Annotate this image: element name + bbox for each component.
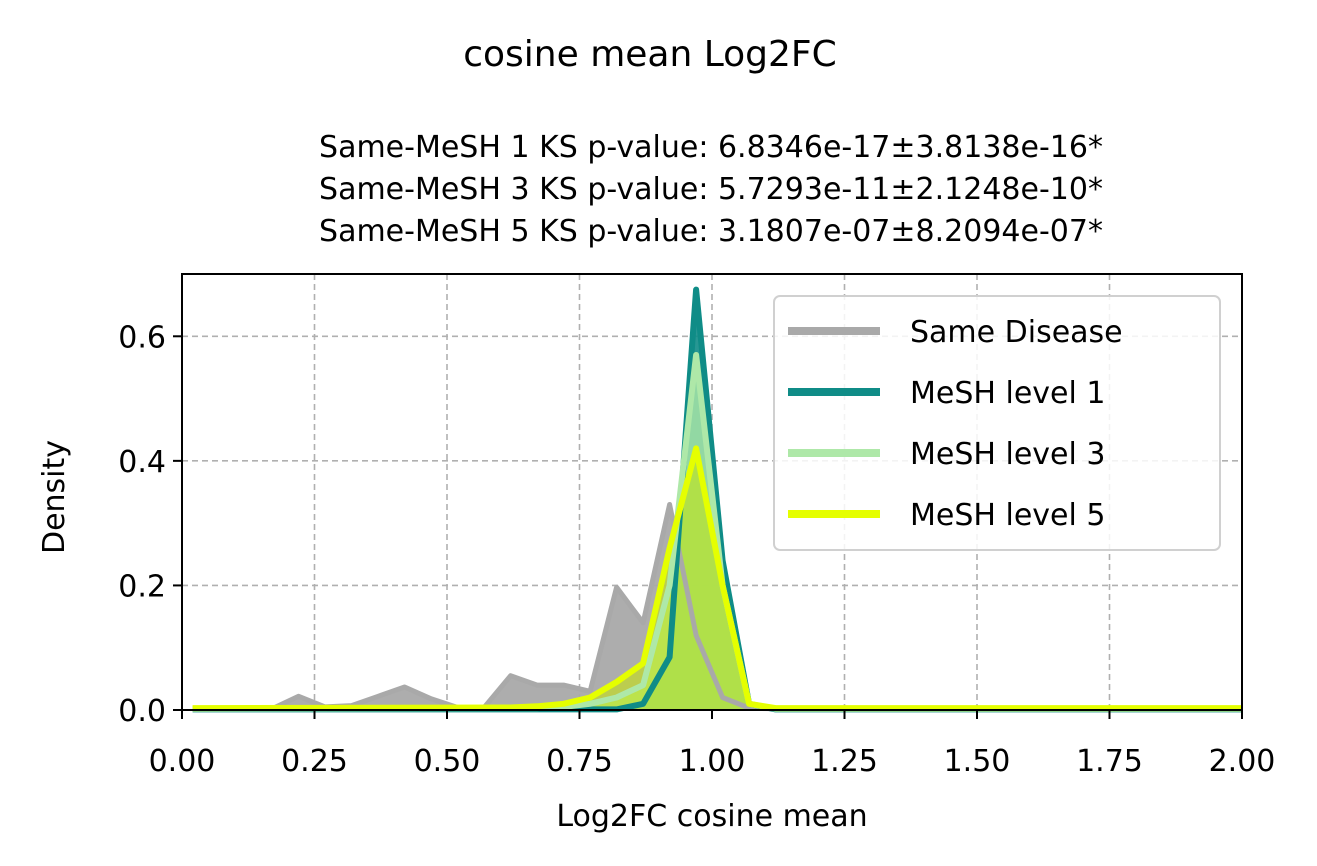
legend-label-mesh-level-1: MeSH level 1 (910, 376, 1105, 411)
subtitle-line-1: Same-MeSH 1 KS p-value: 6.8346e-17±3.813… (319, 130, 1103, 165)
x-tick-label: 1.00 (679, 744, 746, 779)
series-lines (192, 286, 1242, 713)
x-tick-label: 0.75 (546, 744, 613, 779)
y-tick-label: 0.4 (118, 445, 166, 480)
legend-label-mesh-level-5: MeSH level 5 (910, 498, 1105, 533)
x-tick-label: 1.75 (1076, 744, 1143, 779)
series-line-mesh-level-5 (192, 445, 1242, 712)
x-tick-label: 0.25 (281, 744, 348, 779)
x-tick-label: 0.50 (414, 744, 481, 779)
x-axis-ticks: 0.00 0.25 0.50 0.75 1.00 1.25 1.50 1.75 2.00 (149, 710, 1276, 779)
x-tick-label: 0.00 (149, 744, 216, 779)
x-tick-label: 2.00 (1209, 744, 1276, 779)
legend-label-same-disease: Same Disease (910, 315, 1123, 350)
y-tick-label: 0.2 (118, 569, 166, 604)
series-fills (192, 289, 1243, 710)
legend: Same Disease MeSH level 1 MeSH level 3 M… (773, 295, 1221, 551)
y-axis-label: Density (37, 440, 72, 554)
series-area-mesh-level-5 (192, 448, 1243, 710)
subtitle-line-3: Same-MeSH 5 KS p-value: 3.1807e-07±8.209… (319, 214, 1103, 249)
figure-title: cosine mean Log2FC (463, 34, 837, 75)
legend-box (773, 295, 1221, 551)
x-axis-label: Log2FC cosine mean (556, 799, 867, 834)
x-tick-label: 1.50 (944, 744, 1011, 779)
legend-label-mesh-level-3: MeSH level 3 (910, 437, 1105, 472)
y-tick-label: 0.6 (118, 320, 166, 355)
subtitle-line-2: Same-MeSH 3 KS p-value: 5.7293e-11±2.124… (319, 172, 1103, 207)
y-axis-ticks: 0.0 0.2 0.4 0.6 (118, 320, 182, 729)
x-tick-label: 1.25 (811, 744, 878, 779)
y-tick-label: 0.0 (118, 694, 166, 729)
